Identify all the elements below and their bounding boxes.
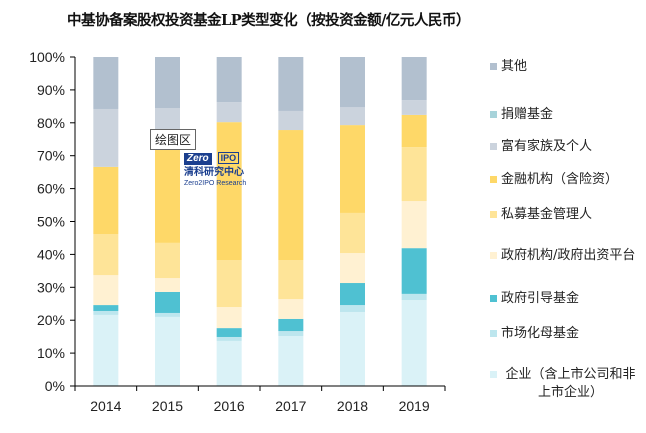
x-tick-label: 2016 <box>214 398 245 414</box>
bar-segment-2017-8 <box>278 57 304 111</box>
y-tick-label: 50% <box>37 214 65 230</box>
bar-segment-2018-5 <box>340 125 365 213</box>
bar-segment-2014-6 <box>93 108 119 167</box>
bar-segment-2017-4 <box>278 259 304 300</box>
legend-item: 私募基金管理人 <box>490 206 640 224</box>
bar-segment-2015-0 <box>155 316 180 386</box>
legend-item: 捐赠基金 <box>490 106 640 124</box>
bar-segment-2019-4 <box>401 147 427 202</box>
legend-label: 企业（含上市公司和非上市企业） <box>505 367 636 400</box>
bar-segment-2015-8 <box>155 57 180 108</box>
watermark-name-cn: 清科研究中心 <box>184 167 244 178</box>
legend-label: 政府机构/政府出资平台 <box>501 248 636 263</box>
bar-segment-2014-1 <box>93 310 119 315</box>
legend-swatch <box>490 252 497 259</box>
bar-segment-2018-3 <box>340 253 365 284</box>
bar-segment-2019-8 <box>401 57 427 101</box>
watermark-logo-right: IPO <box>217 152 240 164</box>
bar-segment-2015-4 <box>155 242 180 279</box>
legend-swatch <box>490 211 497 218</box>
legend-item: 富有家族及个人 <box>490 138 640 156</box>
bar-segment-2015-3 <box>155 278 180 292</box>
legend-label: 其他 <box>501 59 528 74</box>
legend-item: 企业（含上市公司和非上市企业） <box>490 366 640 402</box>
bar-segment-2017-3 <box>278 299 304 319</box>
y-tick-label: 20% <box>37 312 65 328</box>
bar-segment-2014-2 <box>93 305 119 311</box>
x-tick-label: 2014 <box>90 398 121 414</box>
bar-segment-2014-0 <box>93 314 119 386</box>
legend-label: 市场化母基金 <box>501 326 580 341</box>
legend-swatch <box>490 371 497 378</box>
legend-item: 政府机构/政府出资平台 <box>490 247 640 265</box>
bar-segment-2016-6 <box>216 102 242 123</box>
y-tick-label: 10% <box>37 345 65 361</box>
y-tick-label: 90% <box>37 82 65 98</box>
x-tick-label: 2019 <box>399 398 430 414</box>
x-tick-label: 2018 <box>337 398 368 414</box>
watermark: Zero IPO 清科研究中心 Zero2IPO Research <box>184 148 264 188</box>
bar-segment-2016-3 <box>216 307 242 329</box>
bar-segment-2019-0 <box>401 300 427 386</box>
bar-segment-2019-6 <box>401 100 427 115</box>
legend-label: 捐赠基金 <box>501 107 554 122</box>
legend-item: 政府引导基金 <box>490 290 640 308</box>
bar-segment-2015-6 <box>155 107 180 131</box>
legend-swatch <box>490 63 497 70</box>
bar-segment-2018-2 <box>340 283 365 306</box>
bar-segment-2016-2 <box>216 328 242 337</box>
legend-item: 金融机构（含险资） <box>490 171 640 189</box>
bar-segment-2017-0 <box>278 335 304 386</box>
bar-segment-2015-1 <box>155 312 180 317</box>
bar-segment-2019-3 <box>401 201 427 249</box>
bar-segment-2014-5 <box>93 166 119 235</box>
bar-segment-2014-3 <box>93 275 119 306</box>
y-tick-label: 0% <box>45 378 65 394</box>
bar-segment-2015-2 <box>155 291 180 313</box>
bar-segment-2017-2 <box>278 318 304 332</box>
legend-swatch <box>490 176 497 183</box>
bar-segment-2016-0 <box>216 340 242 386</box>
y-tick-label: 60% <box>37 181 65 197</box>
bar-segment-2019-5 <box>401 114 427 148</box>
legend-swatch <box>490 111 497 118</box>
bar-segment-2018-1 <box>340 305 365 312</box>
legend-swatch <box>490 143 497 150</box>
bar-segment-2019-1 <box>401 293 427 301</box>
y-tick-label: 70% <box>37 148 65 164</box>
x-tick-label: 2017 <box>275 398 306 414</box>
legend-label: 金融机构（含险资） <box>501 172 619 187</box>
bar-segment-2016-4 <box>216 259 242 308</box>
bar-segment-2018-6 <box>340 107 365 126</box>
legend-item: 市场化母基金 <box>490 325 640 343</box>
x-tick-label: 2015 <box>152 398 183 414</box>
bar-segment-2016-5 <box>216 122 242 260</box>
bar-segment-2017-5 <box>278 130 304 260</box>
y-tick-label: 30% <box>37 279 65 295</box>
legend-swatch <box>490 295 497 302</box>
bar-segment-2019-2 <box>401 248 427 294</box>
bar-segment-2017-1 <box>278 331 304 336</box>
watermark-logo-left: Zero <box>184 153 212 165</box>
watermark-name-en: Zero2IPO Research <box>184 180 247 187</box>
legend-swatch <box>490 330 497 337</box>
bar-segment-2018-8 <box>340 57 365 108</box>
bar-segment-2016-1 <box>216 336 242 341</box>
y-tick-label: 100% <box>29 49 65 65</box>
y-tick-label: 80% <box>37 115 65 131</box>
bar-segment-2014-4 <box>93 234 119 276</box>
chart-title: 中基协备案股权投资基金LP类型变化（按投资金额/亿元人民币） <box>67 12 470 29</box>
legend-label: 富有家族及个人 <box>501 139 593 154</box>
bar-segment-2018-0 <box>340 311 365 386</box>
bar-segment-2016-8 <box>216 57 242 103</box>
plot-area-tooltip: 绘图区 <box>150 129 197 150</box>
legend-label: 政府引导基金 <box>501 291 580 306</box>
legend-item: 其他 <box>490 58 640 76</box>
bar-segment-2018-4 <box>340 212 365 254</box>
bar-segment-2017-6 <box>278 110 304 131</box>
y-tick-label: 40% <box>37 246 65 262</box>
legend-label: 私募基金管理人 <box>501 207 593 222</box>
bar-segment-2014-8 <box>93 57 119 109</box>
